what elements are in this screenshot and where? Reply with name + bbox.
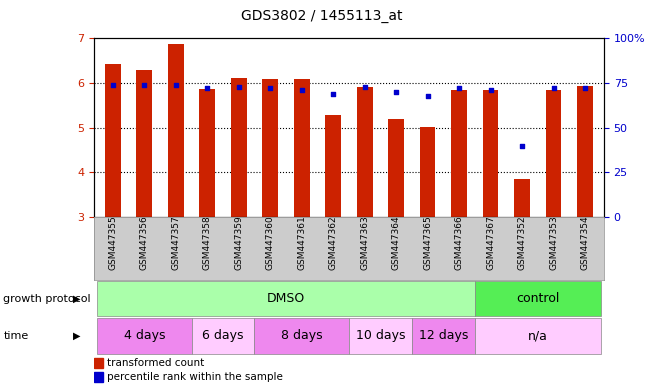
Point [422, 93, 433, 99]
Point [359, 84, 370, 90]
Bar [105, 64, 121, 217]
Text: time: time [3, 331, 29, 341]
Text: ▶: ▶ [73, 293, 81, 304]
Bar [325, 115, 341, 217]
Point [328, 91, 339, 97]
Bar [451, 90, 467, 217]
Text: ▶: ▶ [73, 331, 81, 341]
FancyBboxPatch shape [475, 281, 601, 316]
Bar [420, 127, 435, 217]
Bar [136, 70, 152, 217]
Point [485, 87, 496, 93]
FancyBboxPatch shape [412, 318, 475, 354]
Bar [294, 79, 309, 217]
Text: 12 days: 12 days [419, 329, 468, 343]
Bar [94, 358, 103, 368]
Text: 4 days: 4 days [123, 329, 165, 343]
Point [454, 85, 464, 91]
FancyBboxPatch shape [254, 318, 349, 354]
Point [107, 82, 118, 88]
Point [297, 87, 307, 93]
Point [517, 142, 527, 149]
Text: n/a: n/a [528, 329, 548, 343]
Bar [546, 90, 562, 217]
Point [265, 85, 276, 91]
Bar [514, 179, 530, 217]
Bar [94, 372, 103, 382]
Text: 8 days: 8 days [281, 329, 323, 343]
FancyBboxPatch shape [97, 318, 191, 354]
Text: transformed count: transformed count [107, 358, 204, 368]
Text: GDS3802 / 1455113_at: GDS3802 / 1455113_at [242, 9, 403, 23]
Point [548, 85, 559, 91]
FancyBboxPatch shape [349, 318, 412, 354]
Point [391, 89, 401, 95]
Bar [199, 89, 215, 217]
Text: 6 days: 6 days [202, 329, 244, 343]
Bar [231, 78, 247, 217]
Bar [482, 90, 499, 217]
Text: percentile rank within the sample: percentile rank within the sample [107, 372, 282, 382]
Text: 10 days: 10 days [356, 329, 405, 343]
Point [234, 84, 244, 90]
Bar [168, 44, 184, 217]
Text: DMSO: DMSO [267, 292, 305, 305]
Point [170, 82, 181, 88]
Point [580, 85, 590, 91]
Bar [262, 79, 278, 217]
Bar [577, 86, 593, 217]
Point [139, 82, 150, 88]
Bar [389, 119, 404, 217]
Text: control: control [516, 292, 560, 305]
Bar [357, 87, 372, 217]
Point [202, 85, 213, 91]
Text: growth protocol: growth protocol [3, 293, 91, 304]
FancyBboxPatch shape [97, 281, 475, 316]
FancyBboxPatch shape [191, 318, 254, 354]
FancyBboxPatch shape [475, 318, 601, 354]
